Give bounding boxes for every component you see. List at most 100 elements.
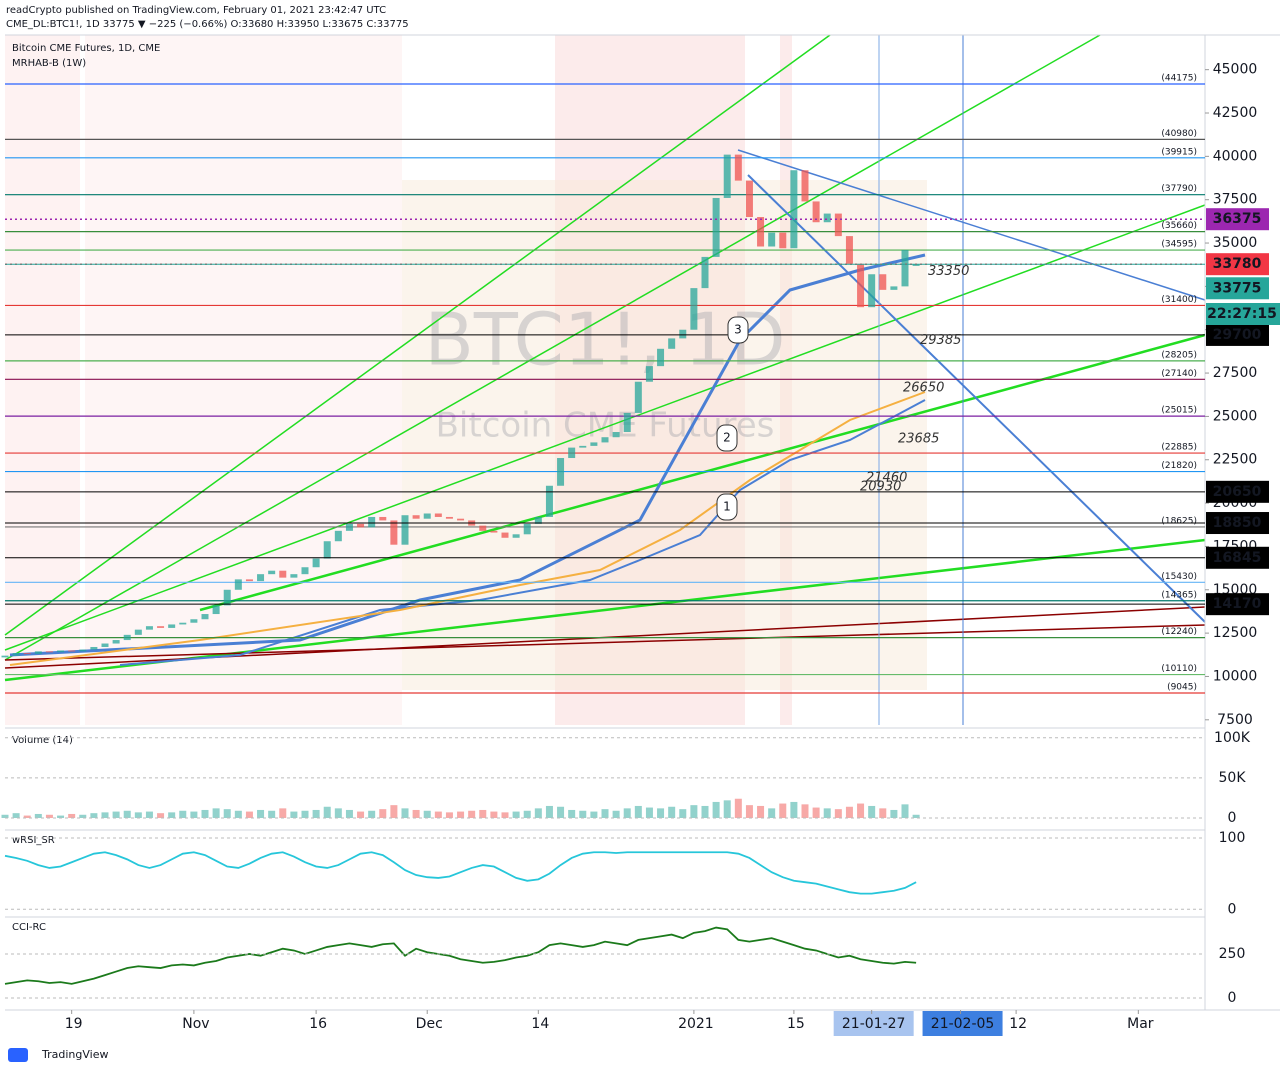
volume-bar [468,810,476,818]
volume-bar [12,813,20,818]
volume-bar [723,800,731,818]
volume-bar [568,809,576,818]
indicator-name: MRHAB-B (1W) [12,58,86,69]
level-label: (21820) [1161,461,1197,471]
callout [716,424,738,452]
candle-body [90,646,98,650]
volume-bar [45,814,53,818]
level-label: (25015) [1161,406,1197,416]
volume-bar [534,808,542,818]
candle-body [245,579,253,582]
volume-bar [679,809,687,818]
candle-body [179,622,187,625]
candle-body [479,525,487,531]
candle-body [868,274,876,308]
volume-bar [412,809,420,818]
candle-body [345,523,353,531]
candle-body [112,640,120,644]
volume-bar [490,811,498,818]
volume-bar [523,810,531,818]
candle-body [23,653,31,655]
volume-bar [168,812,176,818]
candle-body [434,513,442,517]
candle-body [1,655,9,658]
candle-body [879,274,887,290]
volume-bar [23,815,31,818]
volume-bar [857,803,865,818]
candle-body [201,614,209,620]
price-badge-label: 18850 [1213,515,1262,531]
volume-bar [357,811,365,818]
y-tick-label: 12500 [1213,625,1258,641]
volume-bar [223,809,231,818]
volume-bar [157,813,165,818]
symbol-line: CME_DL:BTC1!, 1D 33775 ▼ −225 (−0.66%) O… [6,19,409,30]
volume-bar [601,809,609,818]
session-shading [5,35,927,725]
candle-body [423,513,431,519]
candle-body [645,366,653,382]
volume-bar [279,808,287,818]
annotation: 26650 [903,380,944,395]
candle-body [190,619,198,623]
volume-bar [557,806,565,818]
candle-body [723,154,731,198]
y-tick-label: 45000 [1213,62,1258,78]
y-tick-label: 42500 [1213,105,1258,121]
callout [716,493,738,521]
candle-body [490,530,498,533]
volume-bar [379,809,387,818]
volume-bar [779,803,787,818]
pane-title: wRSI_SR [12,835,55,846]
candle-body [601,437,609,443]
price-badge [1206,277,1269,300]
candle-body [268,570,276,575]
level-label: (35660) [1161,221,1197,231]
price-badge [1206,593,1269,616]
annotation: 23685 [898,432,939,447]
y-tick-label: 40000 [1213,148,1258,164]
y-tick-label: 0 [1228,810,1237,826]
y-tick-label: 25000 [1213,408,1258,424]
level-label: (34595) [1161,240,1197,250]
price-badge [1206,480,1269,503]
volume-bar [734,798,742,818]
y-tick-label: 10000 [1213,668,1258,684]
volume-bar [57,815,65,818]
volume-bar [745,805,753,818]
countdown: 22:27:15 [1207,306,1277,322]
level-label: (9045) [1167,683,1197,693]
candle-body [79,649,87,652]
candle-body [323,541,331,559]
volume-bar [801,804,809,818]
candle-body [334,530,342,542]
volume-bar [234,810,242,818]
candle-body [457,518,465,521]
candle-body [45,651,53,653]
price-badge-label: 36375 [1213,211,1262,227]
x-tick-label: 2021 [678,1016,714,1032]
volume-bar [79,814,87,818]
publisher: readCrypto published on TradingView.com,… [6,5,386,16]
x-tick-label: Mar [1127,1016,1154,1032]
volume-bar [423,810,431,818]
level-label: (39915) [1161,147,1197,157]
callout-label: 1 [723,500,731,514]
volume-bar [401,808,409,818]
volume-bar [668,806,676,818]
x-tick-label: 21-02-05 [931,1016,995,1032]
volume-bar [68,813,76,818]
candle-body [234,579,242,590]
level-label: (27140) [1161,369,1197,379]
volume-bar [323,806,331,818]
volume-bar [190,811,198,818]
indicator-line [4,926,917,985]
candle-body [612,432,620,438]
volume-bar [368,810,376,818]
price-badge-label: 29700 [1213,327,1262,343]
candle-body [157,626,165,628]
candle-body [357,523,365,528]
level-label: (40980) [1161,129,1197,139]
candle-body [145,626,153,630]
y-tick-label: 35000 [1213,235,1258,251]
